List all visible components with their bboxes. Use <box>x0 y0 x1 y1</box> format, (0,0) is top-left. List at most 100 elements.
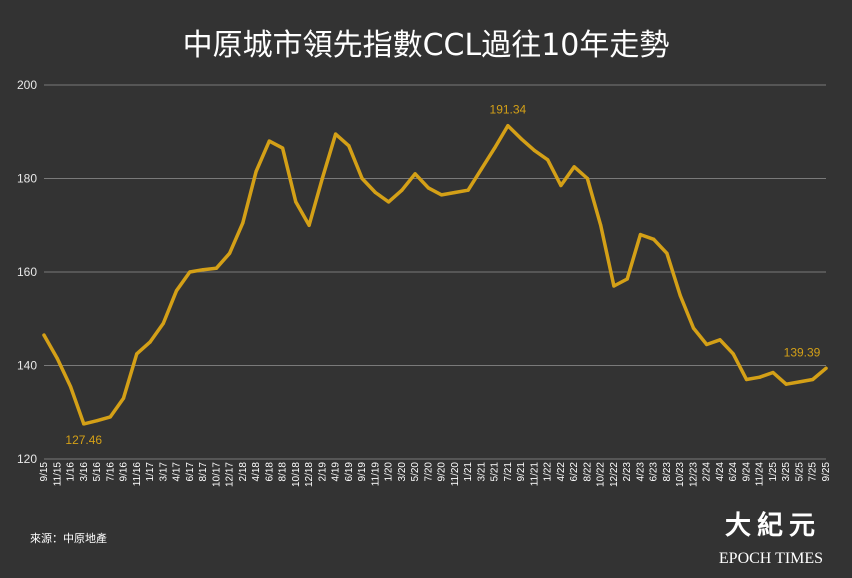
chart-title: 中原城市領先指數CCL過往10年走勢 <box>183 28 670 63</box>
data-point <box>307 223 311 227</box>
x-tick-label: 10/22 <box>596 462 607 487</box>
data-point <box>519 137 523 141</box>
data-point <box>784 382 788 386</box>
data-point <box>718 338 722 342</box>
data-point <box>400 188 404 192</box>
x-tick-label: 8/18 <box>278 462 289 482</box>
x-tick-label: 9/24 <box>741 462 752 482</box>
x-tick-label: 6/18 <box>264 462 275 482</box>
data-point <box>599 223 603 227</box>
x-tick-label: 10/18 <box>291 462 302 487</box>
source-note: 來源：中原地產 <box>30 531 107 545</box>
x-tick-label: 7/21 <box>503 462 514 482</box>
data-point <box>466 188 470 192</box>
x-tick-label: 7/16 <box>105 462 116 482</box>
series-line <box>42 123 828 426</box>
data-point <box>797 380 802 384</box>
x-tick-label: 4/23 <box>635 462 646 482</box>
x-tick-label: 3/17 <box>158 462 169 482</box>
x-tick-label: 1/17 <box>145 462 156 482</box>
x-tick-label: 1/25 <box>768 462 779 482</box>
data-point <box>161 321 165 326</box>
data-point <box>532 148 537 153</box>
data-point <box>68 384 73 389</box>
x-tick-label: 3/16 <box>79 462 90 482</box>
data-point <box>705 342 709 347</box>
x-tick-label: 11/20 <box>450 462 461 487</box>
x-tick-label: 8/17 <box>198 462 209 482</box>
y-tick-label: 200 <box>17 78 37 92</box>
x-tick-label: 11/15 <box>52 462 63 487</box>
data-point <box>55 356 59 361</box>
x-tick-label: 2/18 <box>238 462 249 482</box>
x-tick-label: 4/22 <box>556 462 567 482</box>
data-point <box>506 124 510 128</box>
y-tick-label: 180 <box>17 172 37 186</box>
data-point <box>612 284 616 288</box>
data-point <box>294 200 298 204</box>
x-tick-label: 9/25 <box>821 462 832 482</box>
data-point <box>572 165 576 169</box>
data-point <box>652 237 656 241</box>
data-point <box>638 233 643 237</box>
logo-chinese: 大紀元 <box>725 510 821 541</box>
x-tick-label: 1/20 <box>384 462 395 482</box>
data-label: 191.34 <box>490 102 527 116</box>
x-tick-label: 11/19 <box>370 462 381 487</box>
data-point <box>811 377 815 382</box>
x-tick-label: 11/24 <box>755 462 766 487</box>
data-point <box>135 352 139 356</box>
data-point <box>108 415 112 419</box>
epoch-times-logo: 大紀元 EPOCH TIMES <box>719 510 823 567</box>
x-tick-label: 6/24 <box>728 462 739 482</box>
data-point <box>333 132 338 136</box>
x-tick-label: 5/20 <box>410 462 421 482</box>
data-point <box>479 167 483 171</box>
x-tick-label: 3/25 <box>781 462 792 482</box>
y-tick-label: 120 <box>17 452 37 466</box>
data-point <box>42 333 46 337</box>
x-tick-label: 5/25 <box>794 462 805 482</box>
x-tick-label: 1/16 <box>66 462 77 482</box>
data-point <box>227 251 232 255</box>
data-point <box>678 293 682 297</box>
x-tick-label: 1/22 <box>543 462 554 482</box>
data-point <box>625 277 629 281</box>
data-point <box>387 200 391 204</box>
data-point <box>585 176 590 181</box>
data-label: 127.46 <box>65 433 102 447</box>
x-tick-label: 12/23 <box>688 462 699 487</box>
x-tick-label: 9/21 <box>516 462 527 482</box>
x-tick-label: 2/23 <box>622 462 633 482</box>
data-point <box>691 326 696 330</box>
annotations: 127.46 191.34 139.39 <box>65 102 820 447</box>
data-point <box>320 176 324 181</box>
data-point <box>731 352 735 356</box>
y-tick-label: 160 <box>17 265 37 279</box>
x-tick-label: 12/22 <box>609 462 620 487</box>
x-tick-label: 11/16 <box>132 462 143 487</box>
data-point <box>559 183 563 188</box>
x-tick-label: 6/19 <box>344 462 355 482</box>
data-point <box>758 375 762 379</box>
x-tick-label: 3/20 <box>397 462 408 482</box>
data-point <box>771 370 775 375</box>
x-tick-label: 4/18 <box>251 462 262 482</box>
data-point <box>148 340 152 344</box>
data-point <box>493 146 497 150</box>
x-tick-label: 2/24 <box>702 462 713 482</box>
data-point <box>82 422 86 426</box>
x-tick-label: 12/17 <box>225 462 236 487</box>
x-axis-ticks: 9/15 11/15 1/16 3/16 5/16 7/16 9/16 11/16 1/17 3/… <box>39 462 832 487</box>
data-point <box>174 289 179 293</box>
data-point <box>267 139 271 143</box>
x-tick-label: 9/20 <box>437 462 448 482</box>
data-point <box>121 396 126 400</box>
x-tick-label: 11/21 <box>529 462 540 487</box>
x-tick-label: 4/17 <box>172 462 183 482</box>
data-point <box>546 158 550 162</box>
data-point <box>373 190 377 195</box>
data-point <box>744 377 749 382</box>
y-axis-ticks: 120 140 160 180 200 <box>17 78 37 466</box>
